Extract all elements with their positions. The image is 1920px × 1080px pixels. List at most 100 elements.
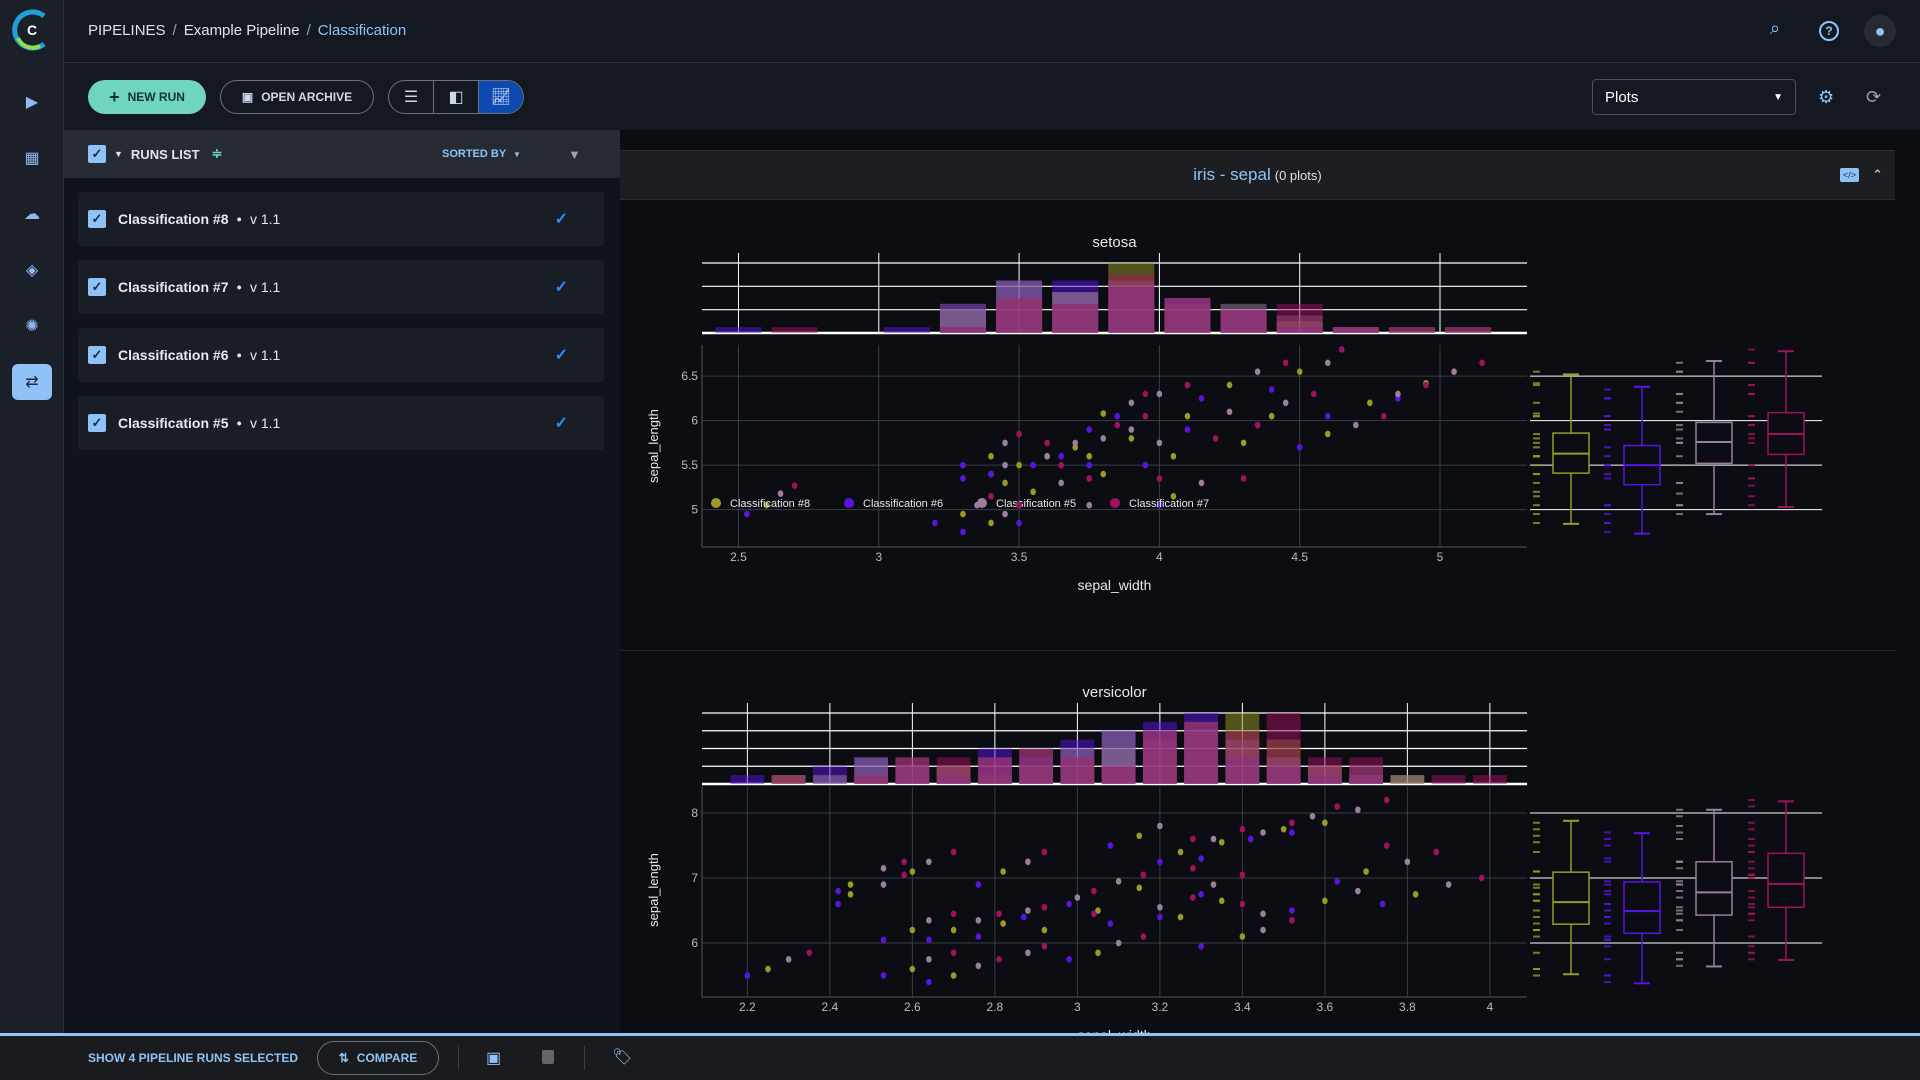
dot-separator: ● xyxy=(236,282,242,292)
histogram-bar xyxy=(1445,327,1492,333)
scatter-point xyxy=(744,972,751,979)
scatter-point xyxy=(1190,894,1196,901)
scatter-point xyxy=(1198,479,1205,487)
scatter-point xyxy=(1226,381,1233,389)
top-header: PIPELINES / Example Pipeline / Classificatio… xyxy=(64,0,1920,63)
scatter-point xyxy=(901,858,907,866)
legend-label: Classification #7 xyxy=(1129,498,1209,510)
y-axis-label: sepal_length xyxy=(646,853,661,927)
scatter-point xyxy=(880,936,887,944)
embed-code-icon[interactable]: </> xyxy=(1839,168,1859,182)
bottom-action-bar: SHOW 4 PIPELINE RUNS SELECTED ⇅ COMPARE ▣… xyxy=(0,1033,1920,1080)
plots-view-button[interactable]: 📈︎ xyxy=(479,81,523,113)
histogram-bar xyxy=(1184,721,1219,784)
histogram-bar xyxy=(883,327,930,333)
scatter-point xyxy=(791,482,798,489)
run-row[interactable]: ✓ Classification #7 ● v 1.1 ✓ xyxy=(78,260,604,314)
box-iqr xyxy=(1695,861,1733,916)
run-row[interactable]: ✓ Classification #8 ● v 1.1 ✓ xyxy=(78,192,604,246)
x-tick-label: 2.8 xyxy=(987,1000,1004,1014)
archive-icon[interactable]: ▣ xyxy=(486,1050,502,1067)
scatter-point xyxy=(1445,881,1452,888)
nav-pipelines[interactable]: ⇄ xyxy=(12,364,52,400)
chevron-up-icon[interactable]: ⌃ xyxy=(1872,167,1883,182)
scatter-point xyxy=(1157,822,1163,830)
tag-icon[interactable]: 🏷︎ xyxy=(612,1049,633,1066)
scatter-point xyxy=(1334,803,1341,810)
selection-summary[interactable]: SHOW 4 PIPELINE RUNS SELECTED xyxy=(88,1051,299,1065)
breadcrumb-current: Classification xyxy=(317,22,407,39)
run-checkbox[interactable]: ✓ xyxy=(88,346,106,364)
new-run-button[interactable]: + NEW RUN xyxy=(88,80,206,114)
legend-marker xyxy=(711,498,721,508)
scatter-point xyxy=(1260,926,1266,934)
scatter-point xyxy=(1296,368,1303,375)
scatter-point xyxy=(1239,900,1246,908)
nav-layers[interactable]: ◈ xyxy=(12,252,52,288)
run-checkbox[interactable]: ✓ xyxy=(88,414,106,432)
collapse-icon[interactable]: ≑ xyxy=(211,146,223,161)
scatter-point xyxy=(1086,475,1093,482)
nav-datasets[interactable]: ▦ xyxy=(12,140,52,176)
run-name: Classification #7 xyxy=(118,279,229,295)
breadcrumb-project[interactable]: Example Pipeline xyxy=(183,22,300,39)
scatter-point xyxy=(1322,897,1328,905)
filter-icon[interactable]: ▼ xyxy=(568,146,581,162)
nav-orchestration[interactable]: ☁ xyxy=(12,196,52,232)
legend-label: Classification #6 xyxy=(863,498,943,510)
scatter-point xyxy=(996,910,1002,918)
scatter-point xyxy=(1210,881,1217,888)
search-icon[interactable]: ⌕ xyxy=(1770,18,1781,38)
list-view-button[interactable]: ☰ xyxy=(389,81,434,113)
scatter-point xyxy=(996,955,1002,963)
plot-section-header[interactable]: iris - sepal (0 plots) </> ⌃ xyxy=(620,150,1895,200)
user-avatar[interactable]: ● xyxy=(1864,15,1896,47)
help-icon[interactable]: ? xyxy=(1819,21,1839,41)
gear-icon[interactable]: ⚙ xyxy=(1818,87,1835,107)
details-view-button[interactable]: ◧ xyxy=(434,81,479,113)
nav-models[interactable]: ✺ xyxy=(12,308,52,344)
scatter-point xyxy=(1367,399,1373,407)
sorted-by-button[interactable]: SORTED BY ▼ xyxy=(442,148,521,160)
select-menu-caret-icon[interactable]: ▼ xyxy=(114,149,123,159)
nav-projects[interactable]: ▶ xyxy=(12,84,52,120)
scatter-point xyxy=(1289,907,1295,914)
dot-separator: ● xyxy=(236,350,242,360)
x-tick-label: 4 xyxy=(1487,1000,1494,1014)
scatter-point xyxy=(1156,439,1163,447)
stop-icon[interactable] xyxy=(542,1050,554,1064)
run-row[interactable]: ✓ Classification #6 ● v 1.1 ✓ xyxy=(78,328,604,382)
svg-text:C: C xyxy=(27,22,37,38)
scatter-point xyxy=(1324,359,1331,367)
histogram-bar xyxy=(771,775,806,784)
runs-list-title: RUNS LIST xyxy=(130,146,200,162)
compare-button[interactable]: ⇅ COMPARE xyxy=(317,1041,439,1075)
select-all-checkbox[interactable]: ✓ xyxy=(88,145,106,163)
view-select[interactable]: Plots ▼ xyxy=(1592,79,1796,115)
scatter-point xyxy=(1072,439,1079,447)
scatter-point xyxy=(1058,479,1064,487)
run-name: Classification #5 xyxy=(118,415,229,431)
view-toggle: ☰ ◧ 📈︎ xyxy=(388,80,524,114)
breadcrumb-pipelines[interactable]: PIPELINES xyxy=(88,22,166,39)
open-archive-button[interactable]: ▣ OPEN ARCHIVE xyxy=(220,80,374,114)
scatter-point xyxy=(1030,488,1036,496)
x-tick-label: 3.5 xyxy=(1011,550,1028,564)
auto-refresh-icon[interactable]: ⟳ xyxy=(1866,87,1882,107)
scatter-point xyxy=(1156,390,1163,398)
scatter-point xyxy=(1086,461,1093,469)
scatter-point xyxy=(1157,913,1163,921)
scatter-point xyxy=(1030,461,1036,469)
run-checkbox[interactable]: ✓ xyxy=(88,210,106,228)
y-axis-label: sepal_length xyxy=(646,409,661,483)
run-name: Classification #6 xyxy=(118,347,229,363)
scatter-point xyxy=(1184,426,1191,433)
scatter-point xyxy=(1260,829,1266,836)
legend-marker xyxy=(1110,498,1120,508)
run-row[interactable]: ✓ Classification #5 ● v 1.1 ✓ xyxy=(78,396,604,450)
run-checkbox[interactable]: ✓ xyxy=(88,278,106,296)
scatter-point xyxy=(909,868,916,875)
box-iqr xyxy=(1623,881,1661,935)
scatter-point xyxy=(847,881,854,888)
app-logo[interactable]: C xyxy=(8,8,52,52)
